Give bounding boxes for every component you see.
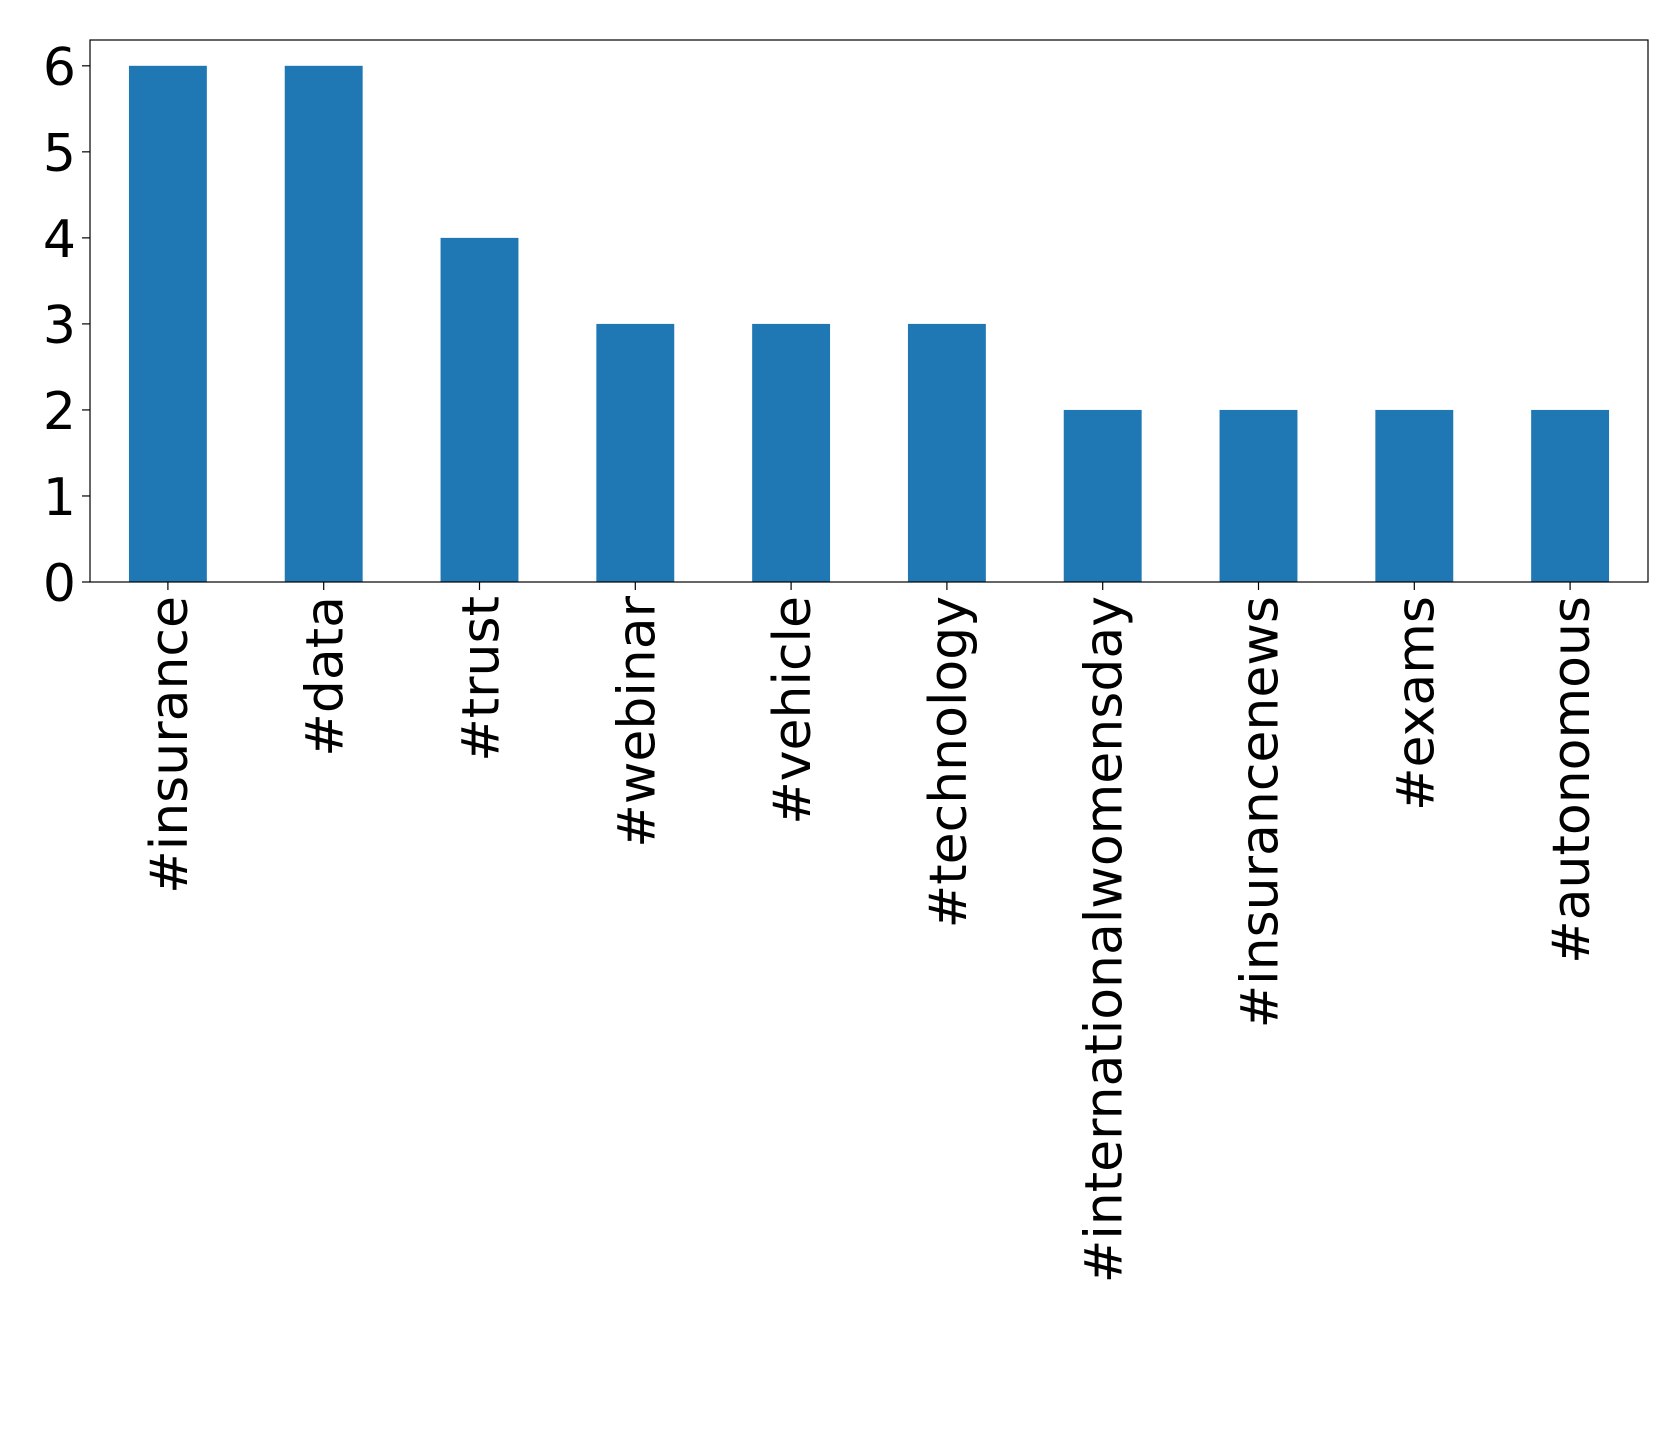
y-tick-label: 0 xyxy=(43,554,76,614)
bar xyxy=(596,323,675,582)
y-tick-label: 5 xyxy=(43,124,76,184)
x-tick-label: #data xyxy=(296,596,356,757)
y-tick-label: 6 xyxy=(43,38,76,98)
bar xyxy=(1219,409,1298,582)
x-tick-label: #insurancenews xyxy=(1231,596,1291,1028)
bar xyxy=(1063,409,1142,582)
bar xyxy=(284,65,363,583)
x-tick-label: #insurance xyxy=(140,596,200,894)
x-tick-label: #autonomous xyxy=(1542,596,1602,964)
bar xyxy=(128,65,207,583)
y-tick-label: 1 xyxy=(43,468,76,528)
x-tick-label: #exams xyxy=(1386,596,1446,811)
x-tick-label: #technology xyxy=(919,596,979,928)
plot-frame xyxy=(89,39,1649,583)
x-tick-label: #internationalwomensday xyxy=(1075,596,1135,1283)
bar xyxy=(1531,409,1610,582)
bar xyxy=(752,323,831,582)
bar xyxy=(1375,409,1454,582)
x-tick-label: #webinar xyxy=(607,595,667,847)
y-tick-label: 4 xyxy=(43,210,76,270)
y-tick-label: 2 xyxy=(43,382,76,442)
bar xyxy=(440,237,519,582)
x-tick-label: #trust xyxy=(452,596,512,762)
y-tick-label: 3 xyxy=(43,296,76,356)
bar xyxy=(907,323,986,582)
x-tick-label: #vehicle xyxy=(763,596,823,825)
